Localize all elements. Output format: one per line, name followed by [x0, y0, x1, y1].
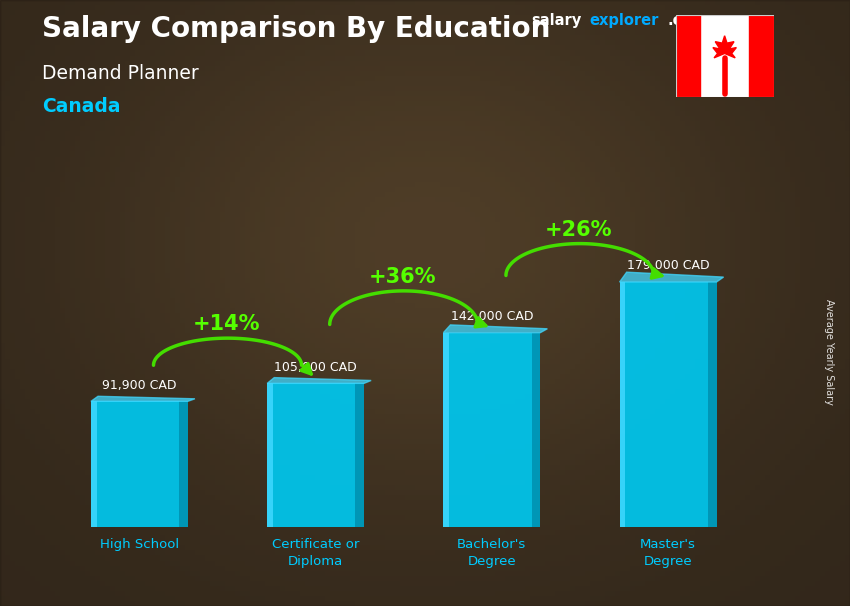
Polygon shape [91, 396, 195, 401]
Bar [355, 384, 364, 527]
Bar [531, 333, 541, 527]
Text: .com: .com [667, 13, 706, 28]
Bar [620, 282, 717, 527]
Text: 91,900 CAD: 91,900 CAD [102, 379, 177, 391]
Bar [676, 15, 700, 97]
Text: +36%: +36% [369, 267, 437, 287]
Bar [708, 282, 717, 527]
Polygon shape [620, 272, 723, 282]
Bar [620, 282, 626, 527]
Bar [91, 401, 97, 527]
Text: 179,000 CAD: 179,000 CAD [626, 259, 710, 272]
Text: salary: salary [531, 13, 581, 28]
Text: 142,000 CAD: 142,000 CAD [450, 310, 533, 323]
Text: 105,000 CAD: 105,000 CAD [275, 361, 357, 374]
Bar [267, 384, 273, 527]
Bar [444, 333, 449, 527]
Text: Average Yearly Salary: Average Yearly Salary [824, 299, 834, 404]
Text: Salary Comparison By Education: Salary Comparison By Education [42, 15, 551, 43]
Text: +26%: +26% [545, 220, 613, 240]
Bar [179, 401, 188, 527]
Bar [91, 401, 188, 527]
Text: Canada: Canada [42, 97, 121, 116]
Text: Demand Planner: Demand Planner [42, 64, 199, 82]
Bar [267, 384, 364, 527]
Bar [444, 333, 541, 527]
Polygon shape [267, 378, 371, 384]
Bar [749, 15, 774, 97]
Text: +14%: +14% [193, 315, 260, 335]
Polygon shape [713, 36, 736, 58]
Text: explorer: explorer [589, 13, 659, 28]
Polygon shape [444, 325, 547, 333]
